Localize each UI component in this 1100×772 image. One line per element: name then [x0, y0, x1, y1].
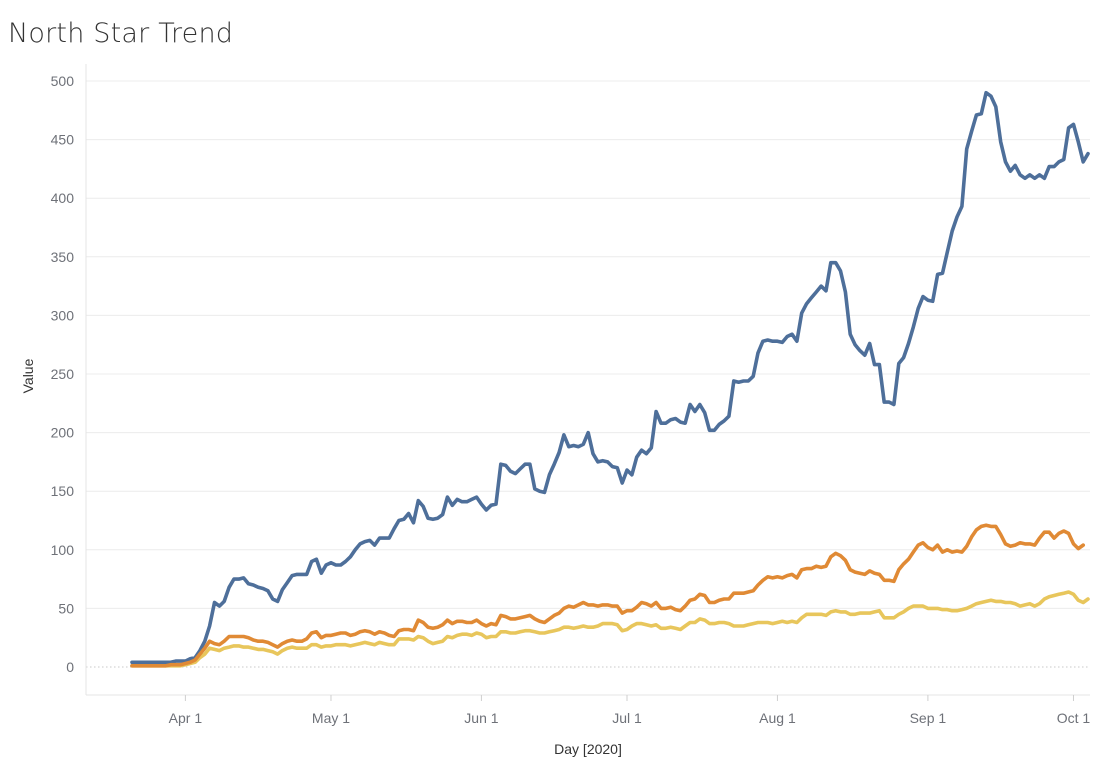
y-tick-label: 350: [51, 249, 75, 265]
grid-lines: [86, 80, 1090, 609]
x-axis-title: Day [2020]: [554, 741, 622, 757]
axis-labels: 0 50 100 150 200 250 300 350 400 450 500 Apr 1 May 1…: [20, 73, 1090, 757]
y-tick-label: 0: [66, 659, 74, 675]
series-lines: [130, 90, 1090, 668]
y-tick-label: 300: [51, 307, 75, 323]
y-axis-title: Value: [20, 358, 36, 393]
series-line-2: [130, 523, 1085, 668]
series-line-1: [130, 90, 1090, 665]
y-tick-label: 100: [51, 542, 75, 558]
y-tick-label: 400: [51, 190, 75, 206]
axes: [85, 64, 1090, 701]
y-tick-label: 50: [58, 600, 74, 616]
y-tick-label: 450: [51, 132, 75, 148]
y-tick-label: 150: [51, 483, 75, 499]
chart-title: North Star Trend: [8, 18, 234, 49]
x-tick-label: Jul 1: [612, 710, 642, 726]
x-tick-label: Aug 1: [759, 710, 796, 726]
x-tick-label: Jun 1: [464, 710, 498, 726]
x-tick-label: Apr 1: [169, 710, 203, 726]
y-tick-label: 500: [51, 73, 75, 89]
y-tick-label: 200: [51, 425, 75, 441]
series-line-3: [130, 590, 1090, 668]
x-tick-label: Oct 1: [1057, 710, 1091, 726]
x-tick-label: May 1: [312, 710, 350, 726]
x-tick-label: Sep 1: [910, 710, 947, 726]
y-tick-label: 250: [51, 366, 75, 382]
